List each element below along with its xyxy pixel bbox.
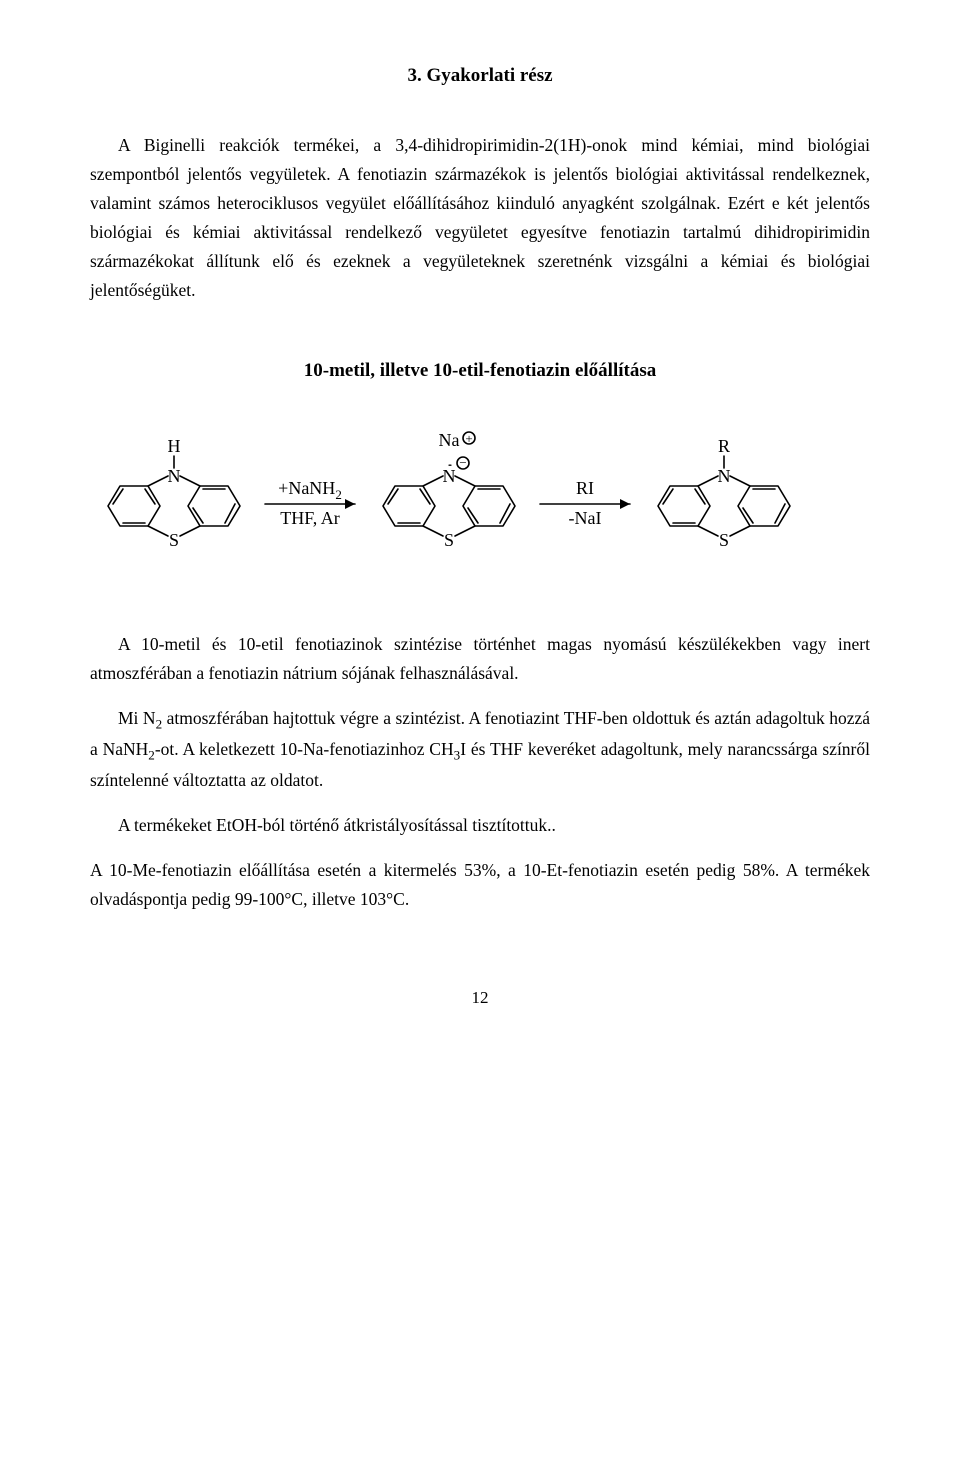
paragraph-yields: A 10-Me-fenotiazin előállítása esetén a … [90, 856, 870, 914]
reaction-scheme: N S H +NaNH2 THF, Ar [90, 416, 870, 586]
arrow1-bottom: THF, Ar [280, 508, 340, 528]
arrow2-top: RI [576, 478, 594, 498]
atom-s: S [719, 530, 729, 550]
atom-n: N [718, 466, 731, 486]
molecule-2: N S .. − Na + [383, 430, 515, 550]
arrow1-top-sub: 2 [335, 487, 342, 502]
molecule-3: N S R [658, 436, 790, 550]
paragraph-synth-1: A 10-metil és 10-etil fenotiazinok szint… [90, 630, 870, 688]
arrow1-top: +NaNH [278, 478, 335, 498]
atom-n: N [168, 466, 181, 486]
p2b-post2: -ot. A keletkezett 10-Na-fenotiazinhoz C… [155, 739, 454, 759]
atom-s: S [169, 530, 179, 550]
p2b-pre: Mi N [118, 708, 156, 728]
arrow2-bottom: -NaI [569, 508, 602, 528]
svg-text:+NaNH2: +NaNH2 [278, 478, 342, 502]
n-h-label: H [168, 436, 181, 456]
paragraph-intro: A Biginelli reakciók termékei, a 3,4-dih… [90, 131, 870, 304]
reaction-arrow-1: +NaNH2 THF, Ar [265, 478, 355, 528]
n-r-label: R [718, 436, 730, 456]
charge-plus-icon: + [465, 431, 472, 446]
reaction-scheme-svg: N S H +NaNH2 THF, Ar [90, 416, 870, 586]
sub-heading: 10-metil, illetve 10-etil-fenotiazin elő… [90, 355, 870, 386]
molecule-1: N S H [108, 436, 240, 550]
atom-s: S [444, 530, 454, 550]
reaction-arrow-2: RI -NaI [540, 478, 630, 528]
paragraph-synth-3: A termékeket EtOH-ból történő átkristály… [90, 811, 870, 840]
na-label: Na [439, 430, 460, 450]
section-heading: 3. Gyakorlati rész [90, 60, 870, 91]
paragraph-synth-2: Mi N2 atmoszférában hajtottuk végre a sz… [90, 704, 870, 795]
charge-minus-icon: − [459, 455, 466, 470]
page-number: 12 [90, 984, 870, 1012]
